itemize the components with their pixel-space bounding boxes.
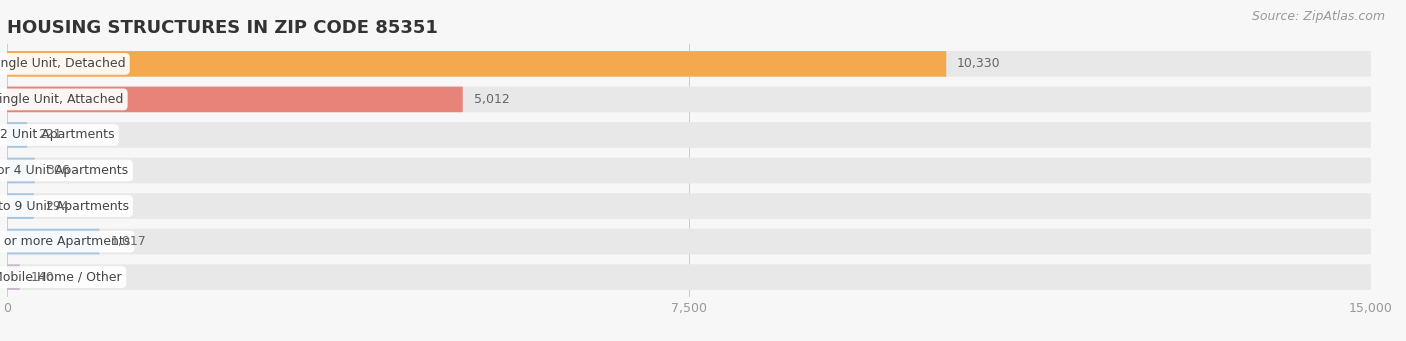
FancyBboxPatch shape <box>7 264 1371 290</box>
FancyBboxPatch shape <box>7 158 1371 183</box>
Text: Single Unit, Detached: Single Unit, Detached <box>0 57 125 70</box>
Text: 221: 221 <box>38 129 62 142</box>
Text: 2 Unit Apartments: 2 Unit Apartments <box>0 129 114 142</box>
FancyBboxPatch shape <box>7 193 1371 219</box>
Text: 306: 306 <box>46 164 69 177</box>
FancyBboxPatch shape <box>7 87 1371 112</box>
Text: 5 to 9 Unit Apartments: 5 to 9 Unit Apartments <box>0 199 128 212</box>
Text: 294: 294 <box>45 199 69 212</box>
FancyBboxPatch shape <box>7 87 463 112</box>
Text: 5,012: 5,012 <box>474 93 509 106</box>
Text: 3 or 4 Unit Apartments: 3 or 4 Unit Apartments <box>0 164 128 177</box>
FancyBboxPatch shape <box>7 122 27 148</box>
FancyBboxPatch shape <box>7 229 100 254</box>
Text: 140: 140 <box>31 271 55 284</box>
Text: 10 or more Apartments: 10 or more Apartments <box>0 235 131 248</box>
Text: 1,017: 1,017 <box>111 235 146 248</box>
Text: Source: ZipAtlas.com: Source: ZipAtlas.com <box>1251 10 1385 23</box>
FancyBboxPatch shape <box>7 229 1371 254</box>
FancyBboxPatch shape <box>7 122 1371 148</box>
FancyBboxPatch shape <box>7 264 20 290</box>
Text: HOUSING STRUCTURES IN ZIP CODE 85351: HOUSING STRUCTURES IN ZIP CODE 85351 <box>7 19 437 37</box>
FancyBboxPatch shape <box>7 51 946 77</box>
FancyBboxPatch shape <box>7 158 35 183</box>
FancyBboxPatch shape <box>7 51 1371 77</box>
Text: Mobile Home / Other: Mobile Home / Other <box>0 271 122 284</box>
Text: 10,330: 10,330 <box>957 57 1001 70</box>
FancyBboxPatch shape <box>7 193 34 219</box>
Text: Single Unit, Attached: Single Unit, Attached <box>0 93 124 106</box>
